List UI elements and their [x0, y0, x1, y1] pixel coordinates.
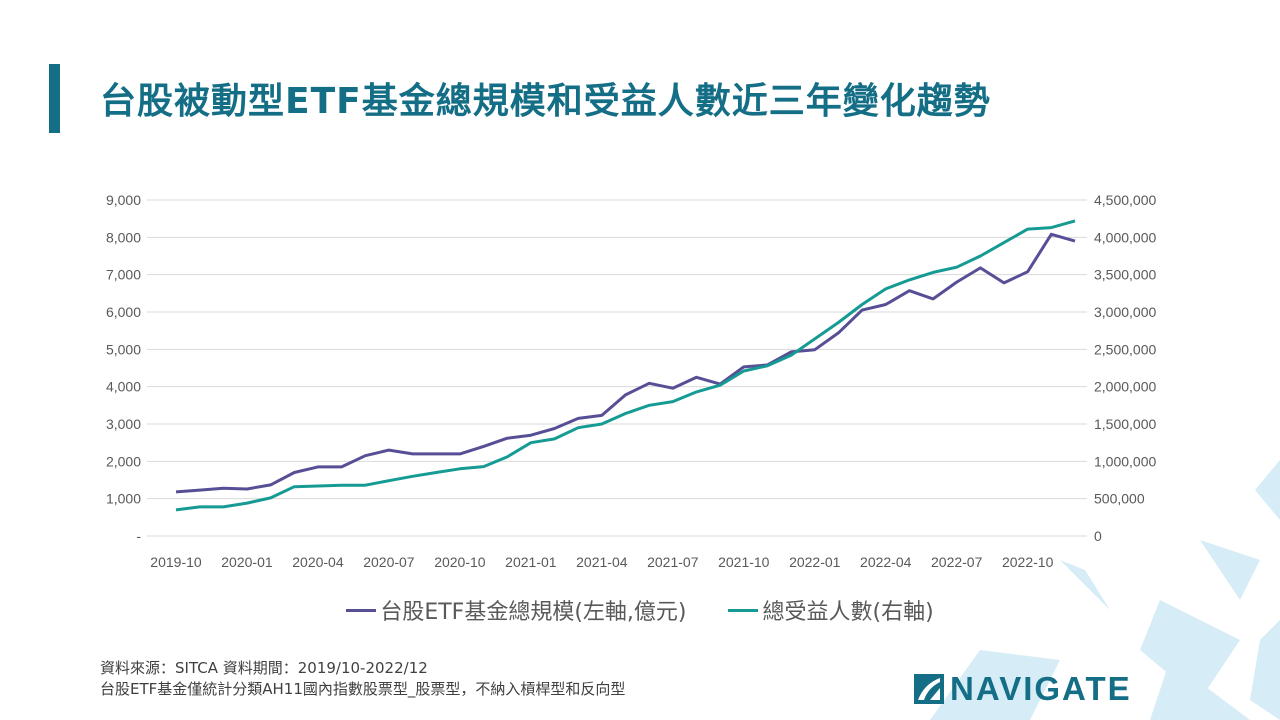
y-left-tick-label: 7,000 — [106, 267, 141, 283]
legend-item-holders: 總受益人數(右軸) — [728, 594, 934, 626]
y-left-tick-label: 2,000 — [106, 453, 141, 469]
x-tick-label: 2020-07 — [363, 554, 415, 570]
page-title: 台股被動型ETF基金總規模和受益人數近三年變化趨勢 — [100, 81, 991, 122]
y-right-tick-label: 4,000,000 — [1094, 229, 1156, 245]
y-left-tick-label: - — [136, 528, 141, 544]
x-tick-label: 2021-04 — [576, 554, 628, 570]
y-left-tick-label: 9,000 — [106, 192, 141, 208]
y-left-tick-label: 6,000 — [106, 304, 141, 320]
x-tick-label: 2021-01 — [505, 554, 557, 570]
x-tick-label: 2022-04 — [860, 554, 912, 570]
legend: 台股ETF基金總規模(左軸,億元) 總受益人數(右軸) — [0, 594, 1280, 626]
y-left-tick-label: 8,000 — [106, 229, 141, 245]
legend-swatch — [346, 608, 377, 612]
y-right-tick-label: 1,000,000 — [1094, 453, 1156, 469]
y-right-tick-label: 3,000,000 — [1094, 304, 1156, 320]
x-tick-label: 2022-10 — [1002, 554, 1054, 570]
source-note: 資料來源：SITCA 資料期間：2019/10-2022/12 — [100, 659, 428, 677]
series-line-0 — [175, 232, 1076, 494]
x-tick-label: 2022-01 — [789, 554, 841, 570]
x-tick-label: 2020-04 — [292, 554, 344, 570]
y-right-tick-label: 2,000,000 — [1094, 379, 1156, 395]
x-tick-label: 2022-07 — [931, 554, 983, 570]
y-left-tick-label: 1,000 — [106, 491, 141, 507]
logo-mark-icon — [914, 674, 944, 704]
title-accent-bar — [49, 64, 60, 133]
scope-note: 台股ETF基金僅統計分類AH11國內指數股票型_股票型，不納入槓桿型和反向型 — [100, 680, 626, 698]
legend-label: 台股ETF基金總規模(左軸,億元) — [380, 600, 687, 625]
logo-text: NAVIGATE — [950, 670, 1132, 707]
y-right-tick-label: 0 — [1094, 528, 1102, 544]
legend-swatch — [728, 608, 759, 612]
y-right-tick-label: 500,000 — [1094, 491, 1145, 507]
y-right-tick-label: 1,500,000 — [1094, 416, 1156, 432]
x-tick-label: 2020-01 — [221, 554, 273, 570]
y-left-tick-label: 3,000 — [106, 416, 141, 432]
legend-label: 總受益人數(右軸) — [762, 600, 934, 625]
y-right-tick-label: 4,500,000 — [1094, 192, 1156, 208]
y-left-tick-label: 5,000 — [106, 341, 141, 357]
x-tick-label: 2020-10 — [434, 554, 486, 570]
footer-notes: 資料來源：SITCA 資料期間：2019/10-2022/12 台股ETF基金僅… — [100, 658, 625, 700]
series-line-1 — [175, 219, 1076, 512]
x-tick-label: 2019-10 — [150, 554, 202, 570]
y-right-tick-label: 3,500,000 — [1094, 267, 1156, 283]
legend-item-size: 台股ETF基金總規模(左軸,億元) — [346, 594, 686, 626]
y-left-tick-label: 4,000 — [106, 379, 141, 395]
x-tick-label: 2021-07 — [647, 554, 699, 570]
y-right-tick-label: 2,500,000 — [1094, 341, 1156, 357]
x-tick-label: 2021-10 — [718, 554, 770, 570]
navigate-logo: NAVIGATE — [914, 670, 1132, 708]
